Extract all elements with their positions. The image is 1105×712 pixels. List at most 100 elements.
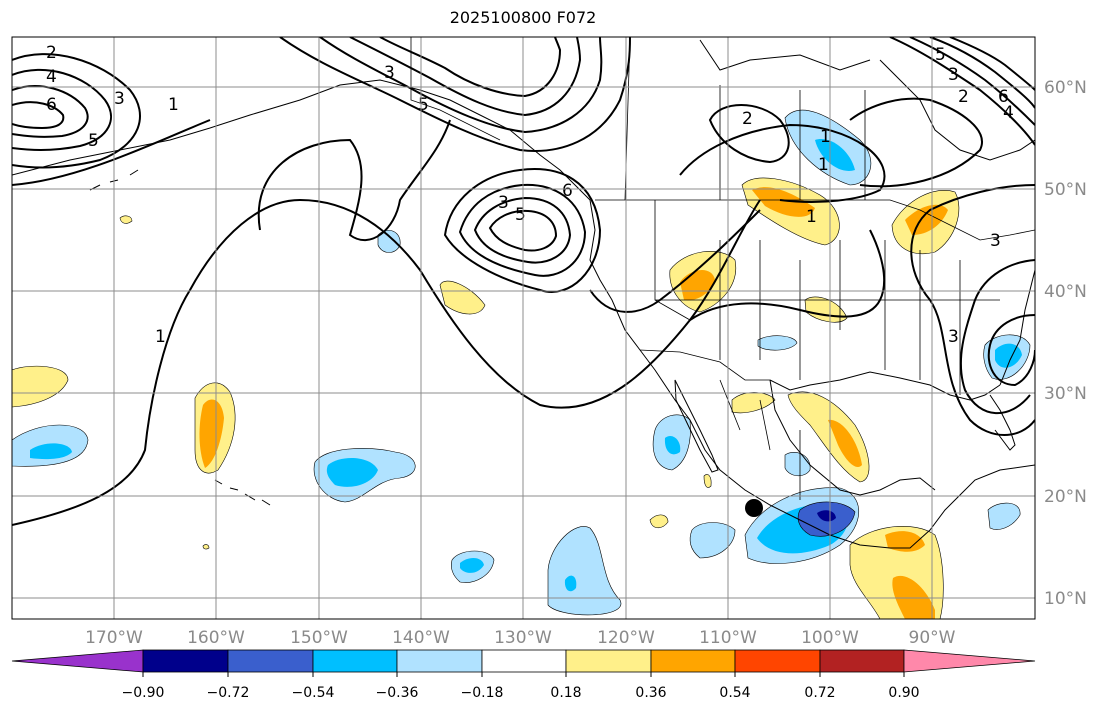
border-mexico-states bbox=[719, 379, 801, 500]
contour-east-trough-2 bbox=[959, 259, 1035, 415]
lat-label-30n: 30°N bbox=[1044, 384, 1087, 404]
contour-label: 1 bbox=[818, 155, 829, 175]
colorbar-tick-label: 0.90 bbox=[888, 685, 919, 701]
blue-core-north bbox=[815, 139, 855, 171]
contour-ne-1 bbox=[889, 37, 1035, 146]
blue-area-mexico bbox=[784, 451, 811, 477]
coastlines bbox=[12, 39, 1035, 549]
contour-label: 5 bbox=[515, 205, 526, 225]
contour-label: 3 bbox=[114, 89, 125, 109]
coast-mexico-gulf bbox=[769, 379, 936, 496]
blue-area-southeast bbox=[547, 526, 622, 616]
contour-1-west bbox=[12, 119, 451, 241]
colorbar-segment bbox=[819, 649, 905, 673]
hawaii-islands bbox=[214, 479, 271, 506]
contour-label: 3 bbox=[384, 63, 395, 83]
contour-alaska-4 bbox=[379, 37, 562, 98]
contour-ne-2 bbox=[909, 37, 1035, 126]
contour-west-low-1 bbox=[12, 53, 141, 169]
contour-label: 1 bbox=[155, 327, 166, 347]
contour-label: 6 bbox=[46, 95, 57, 115]
border-us-mexico bbox=[639, 349, 770, 381]
map-frame bbox=[11, 36, 1036, 620]
contour-lines bbox=[12, 37, 1035, 526]
contour-west-low-4 bbox=[12, 101, 65, 130]
yellow-area-baja-small bbox=[703, 474, 712, 488]
contour-1-canada bbox=[679, 123, 886, 203]
contour-1-hudson bbox=[849, 97, 983, 188]
colorbar-segment bbox=[312, 649, 398, 673]
colorbar-tick-label: −0.72 bbox=[207, 685, 250, 701]
contour-label: 5 bbox=[88, 131, 99, 151]
colorbar-segment bbox=[734, 649, 821, 673]
contour-ne-4 bbox=[949, 37, 1035, 91]
lon-label-110w: 110°W bbox=[699, 628, 757, 648]
lon-label-140w: 140°W bbox=[392, 628, 450, 648]
lon-label-90w: 90°W bbox=[909, 628, 956, 648]
colorbar-tick-label: 0.18 bbox=[550, 685, 581, 701]
orange-area-central-america bbox=[885, 531, 925, 552]
lon-label-130w: 130°W bbox=[494, 628, 552, 648]
contour-label: 3 bbox=[948, 65, 959, 85]
colorbar-segment bbox=[11, 649, 144, 673]
colorbar-segment bbox=[396, 649, 483, 673]
blue-core-baja bbox=[664, 435, 681, 455]
colorbar-segment bbox=[650, 649, 736, 673]
lat-label-60n: 60°N bbox=[1044, 78, 1087, 98]
coast-hudson bbox=[879, 59, 1035, 161]
colorbar-segment bbox=[903, 649, 1036, 673]
colorbar-tick-label: 0.72 bbox=[804, 685, 835, 701]
colorbar-segment bbox=[565, 649, 652, 673]
coast-baja bbox=[674, 379, 719, 473]
lon-label-100w: 100°W bbox=[801, 628, 859, 648]
blue-area-nm bbox=[757, 335, 798, 351]
contour-label: 1 bbox=[820, 127, 831, 147]
contour-alaska-2 bbox=[319, 37, 603, 134]
gridlines bbox=[12, 37, 1035, 619]
political-borders bbox=[410, 37, 1035, 500]
orange-area-hawaii bbox=[199, 399, 224, 468]
contour-1-mid bbox=[689, 229, 886, 321]
contour-west-low-2 bbox=[12, 68, 112, 151]
colorbar-ticks: −0.90 −0.72 −0.54 −0.36 −0.18 0.18 0.36 … bbox=[122, 685, 920, 701]
border-canada-provinces bbox=[624, 37, 866, 201]
blue-core-west bbox=[30, 443, 72, 460]
contour-ridge-1 bbox=[589, 209, 761, 313]
blue-core-south bbox=[460, 557, 484, 573]
latitude-labels: 60°N 50°N 40°N 30°N 20°N 10°N bbox=[1044, 78, 1087, 609]
blue-area-yucatan bbox=[987, 502, 1021, 530]
colorbar-segment bbox=[481, 649, 567, 673]
coast-arctic bbox=[699, 39, 871, 71]
contour-east-trough-3 bbox=[987, 314, 1035, 387]
colorbar-tick-label: −0.54 bbox=[292, 685, 335, 701]
shaded-fields bbox=[12, 109, 1031, 619]
blue-core-central bbox=[326, 458, 378, 487]
lon-label-160w: 160°W bbox=[187, 628, 245, 648]
contour-label: 3 bbox=[990, 231, 1001, 251]
contour-label: 3 bbox=[498, 193, 509, 213]
lon-label-150w: 150°W bbox=[290, 628, 348, 648]
yellow-area-ne-pacific bbox=[439, 280, 486, 315]
colorbar-tick-label: 0.54 bbox=[719, 685, 750, 701]
contour-alaska-3 bbox=[349, 37, 582, 117]
orange-area-central-america-south bbox=[892, 575, 935, 619]
contour-label: 6 bbox=[562, 181, 573, 201]
contour-ne-3 bbox=[929, 37, 1035, 109]
lat-label-40n: 40°N bbox=[1044, 282, 1087, 302]
contour-label: 3 bbox=[948, 327, 959, 347]
yellow-area-pacific-small bbox=[649, 514, 669, 529]
contour-label: 1 bbox=[806, 207, 817, 227]
border-states bbox=[654, 200, 1000, 395]
contour-alaska-1 bbox=[279, 37, 631, 152]
blue-darkest-gulf-low bbox=[817, 510, 836, 522]
lat-label-10n: 10°N bbox=[1044, 589, 1087, 609]
blue-area-pacific-mx bbox=[689, 522, 736, 559]
contour-jet-2 bbox=[458, 183, 587, 277]
colorbar-tick-label: −0.18 bbox=[461, 685, 504, 701]
blue-core-southeast bbox=[564, 575, 577, 592]
border-us-canada bbox=[595, 199, 1035, 241]
storm-center-marker bbox=[745, 499, 763, 517]
colorbar-tick-label: −0.36 bbox=[376, 685, 419, 701]
contour-label: 5 bbox=[935, 45, 946, 65]
